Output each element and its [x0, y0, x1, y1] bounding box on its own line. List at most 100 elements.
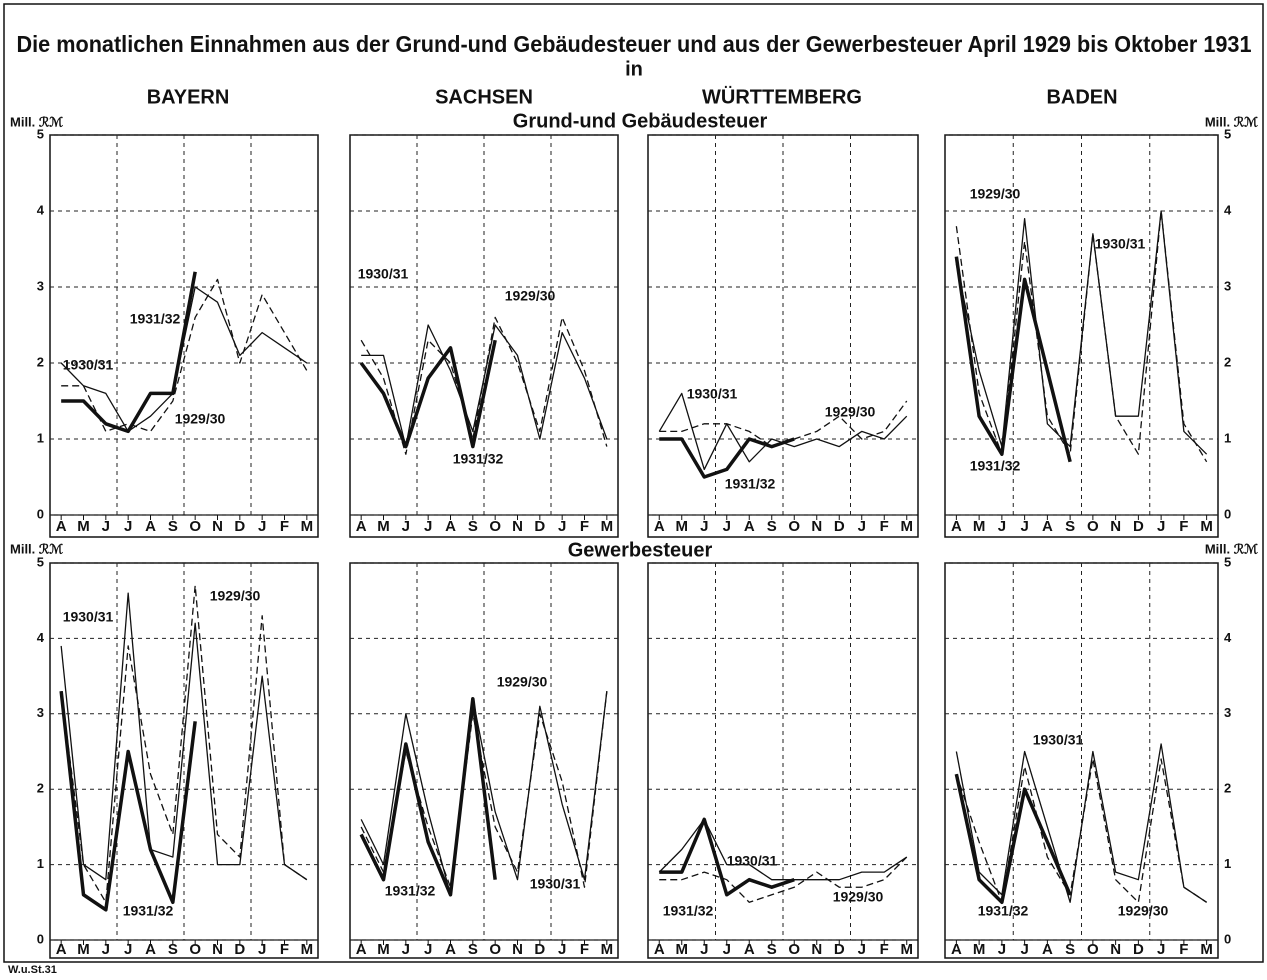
x-tick-label: J	[558, 518, 566, 535]
series-label: 1930/31	[727, 853, 778, 869]
series-label: 1929/30	[1118, 903, 1169, 919]
x-tick-label: J	[1157, 518, 1165, 535]
x-tick-label: S	[1065, 941, 1075, 958]
x-tick-label: N	[811, 941, 822, 958]
region-title: BAYERN	[147, 86, 230, 108]
x-tick-label: N	[512, 941, 523, 958]
series-line	[359, 696, 497, 897]
x-tick-label: M	[301, 518, 314, 535]
y-tick-label: 1	[1224, 856, 1231, 871]
x-tick-label: S	[468, 518, 478, 535]
x-tick-label: F	[280, 518, 289, 535]
series-label: 1931/32	[453, 451, 504, 467]
x-tick-label: M	[377, 518, 390, 535]
series-label: 1929/30	[833, 889, 884, 905]
series-line	[61, 278, 308, 433]
series-label: 1930/31	[1095, 236, 1146, 252]
row-title: Grund-und Gebäudesteuer	[513, 110, 768, 132]
y-tick-label: 3	[1224, 278, 1231, 293]
x-tick-label: J	[1020, 941, 1028, 958]
x-tick-label: M	[1200, 941, 1213, 958]
y-tick-label: 3	[37, 705, 44, 720]
x-tick-label: J	[858, 518, 866, 535]
x-tick-label: S	[168, 518, 178, 535]
x-tick-label: S	[468, 941, 478, 958]
footer: W.u.St.31	[8, 964, 57, 976]
x-tick-label: M	[901, 518, 914, 535]
series-line	[954, 773, 1072, 905]
y-unit: Mill. ℛℳ	[10, 541, 63, 556]
series-label: 1929/30	[497, 674, 548, 690]
x-tick-label: J	[700, 941, 708, 958]
y-tick-label: 2	[37, 781, 44, 796]
series-label: 1930/31	[358, 266, 409, 282]
connector: in	[625, 58, 643, 80]
y-tick-label: 1	[37, 430, 44, 445]
x-tick-label: O	[788, 518, 800, 535]
y-tick-label: 0	[37, 506, 44, 521]
series-line	[59, 690, 197, 912]
x-tick-label: O	[489, 518, 501, 535]
x-tick-label: N	[512, 518, 523, 535]
x-tick-label: M	[77, 518, 90, 535]
y-tick-label: 3	[37, 278, 44, 293]
x-tick-label: A	[145, 941, 156, 958]
x-tick-label: F	[880, 941, 889, 958]
x-tick-label: F	[280, 941, 289, 958]
x-tick-label: J	[723, 518, 731, 535]
x-tick-label: M	[77, 941, 90, 958]
x-tick-label: S	[767, 941, 777, 958]
series-line	[361, 324, 608, 448]
series-label: 1929/30	[175, 411, 226, 427]
x-tick-label: M	[676, 941, 689, 958]
x-tick-label: O	[1087, 518, 1099, 535]
x-tick-label: J	[124, 941, 132, 958]
series-label: 1931/32	[663, 903, 714, 919]
y-tick-label: 0	[37, 931, 44, 946]
series-label: 1929/30	[825, 404, 876, 420]
x-tick-label: D	[1133, 518, 1144, 535]
series-label: 1931/32	[970, 458, 1021, 474]
y-tick-label: 2	[1224, 781, 1231, 796]
x-tick-label: A	[951, 518, 962, 535]
x-tick-label: M	[377, 941, 390, 958]
x-tick-label: N	[212, 941, 223, 958]
y-tick-label: 2	[1224, 354, 1231, 369]
x-tick-label: D	[534, 941, 545, 958]
region-title: WÜRTTEMBERG	[702, 85, 862, 108]
x-tick-label: J	[998, 518, 1006, 535]
y-tick-label: 5	[37, 554, 44, 569]
x-tick-label: D	[234, 941, 245, 958]
series-label: 1929/30	[210, 588, 261, 604]
x-tick-label: M	[901, 941, 914, 958]
x-tick-label: J	[424, 518, 432, 535]
x-tick-label: O	[189, 941, 201, 958]
x-tick-label: O	[1087, 941, 1099, 958]
outer-frame	[3, 3, 1264, 963]
x-tick-label: J	[424, 941, 432, 958]
x-tick-label: A	[145, 518, 156, 535]
y-tick-label: 4	[37, 202, 45, 217]
series-label: 1929/30	[505, 288, 556, 304]
x-tick-label: A	[744, 941, 755, 958]
x-tick-label: A	[654, 518, 665, 535]
x-tick-label: M	[301, 941, 314, 958]
series-line	[659, 856, 908, 903]
x-tick-label: A	[56, 941, 67, 958]
x-tick-label: A	[445, 941, 456, 958]
x-tick-label: J	[258, 518, 266, 535]
x-tick-label: F	[1179, 941, 1188, 958]
x-tick-label: D	[834, 941, 845, 958]
y-tick-label: 4	[37, 630, 45, 645]
y-tick-label: 4	[1224, 630, 1232, 645]
x-tick-label: N	[1110, 941, 1121, 958]
y-tick-label: 3	[1224, 705, 1231, 720]
y-tick-label: 0	[1224, 931, 1231, 946]
x-tick-label: A	[1042, 518, 1053, 535]
x-tick-label: S	[168, 941, 178, 958]
y-tick-label: 0	[1224, 506, 1231, 521]
x-tick-label: M	[1200, 518, 1213, 535]
series-line	[360, 691, 608, 896]
x-tick-label: A	[744, 518, 755, 535]
